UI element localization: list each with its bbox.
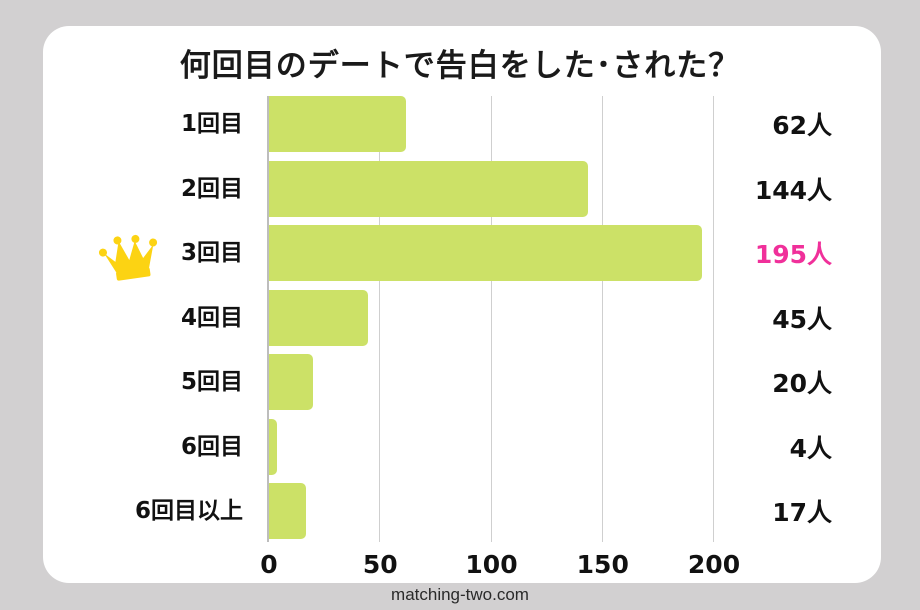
x-tick-label: 100 — [465, 550, 518, 579]
source-footer: matching-two.com — [391, 585, 529, 604]
x-tick-label: 50 — [362, 550, 398, 579]
category-label: 5回目 — [180, 369, 243, 395]
category-label: 4回目 — [180, 304, 243, 331]
x-tick-label: 0 — [260, 550, 278, 579]
grid-line — [490, 96, 492, 542]
category-label: 3回目 — [180, 240, 243, 266]
bar — [269, 160, 589, 217]
category-label: 1回目 — [180, 111, 243, 137]
chart-card — [43, 26, 881, 583]
category-label: 6回目以上 — [134, 498, 243, 524]
bar — [269, 96, 406, 152]
category-label: 2回目 — [180, 175, 243, 202]
value-label: 20人 — [772, 369, 832, 398]
chart-title: 何回目のデートで告白をした･された？ — [179, 48, 741, 84]
y-axis-line — [267, 96, 269, 542]
value-label-highlight: 195人 — [754, 240, 832, 269]
x-tick-label: 150 — [576, 550, 629, 579]
crown-icon — [98, 234, 158, 281]
bar — [269, 418, 277, 475]
value-label: 17人 — [772, 498, 832, 527]
grid-line — [713, 96, 714, 542]
category-label: 6回目 — [180, 433, 243, 460]
bar — [269, 225, 702, 281]
grid-line — [379, 96, 381, 542]
bar — [269, 483, 306, 539]
value-label: 45人 — [772, 304, 832, 334]
bar — [269, 289, 369, 346]
value-label: 144人 — [754, 175, 832, 205]
grid-line — [601, 96, 603, 542]
value-label: 4人 — [789, 433, 832, 463]
bar — [269, 354, 313, 410]
value-label: 62人 — [772, 111, 832, 140]
x-tick-label: 200 — [687, 550, 741, 579]
